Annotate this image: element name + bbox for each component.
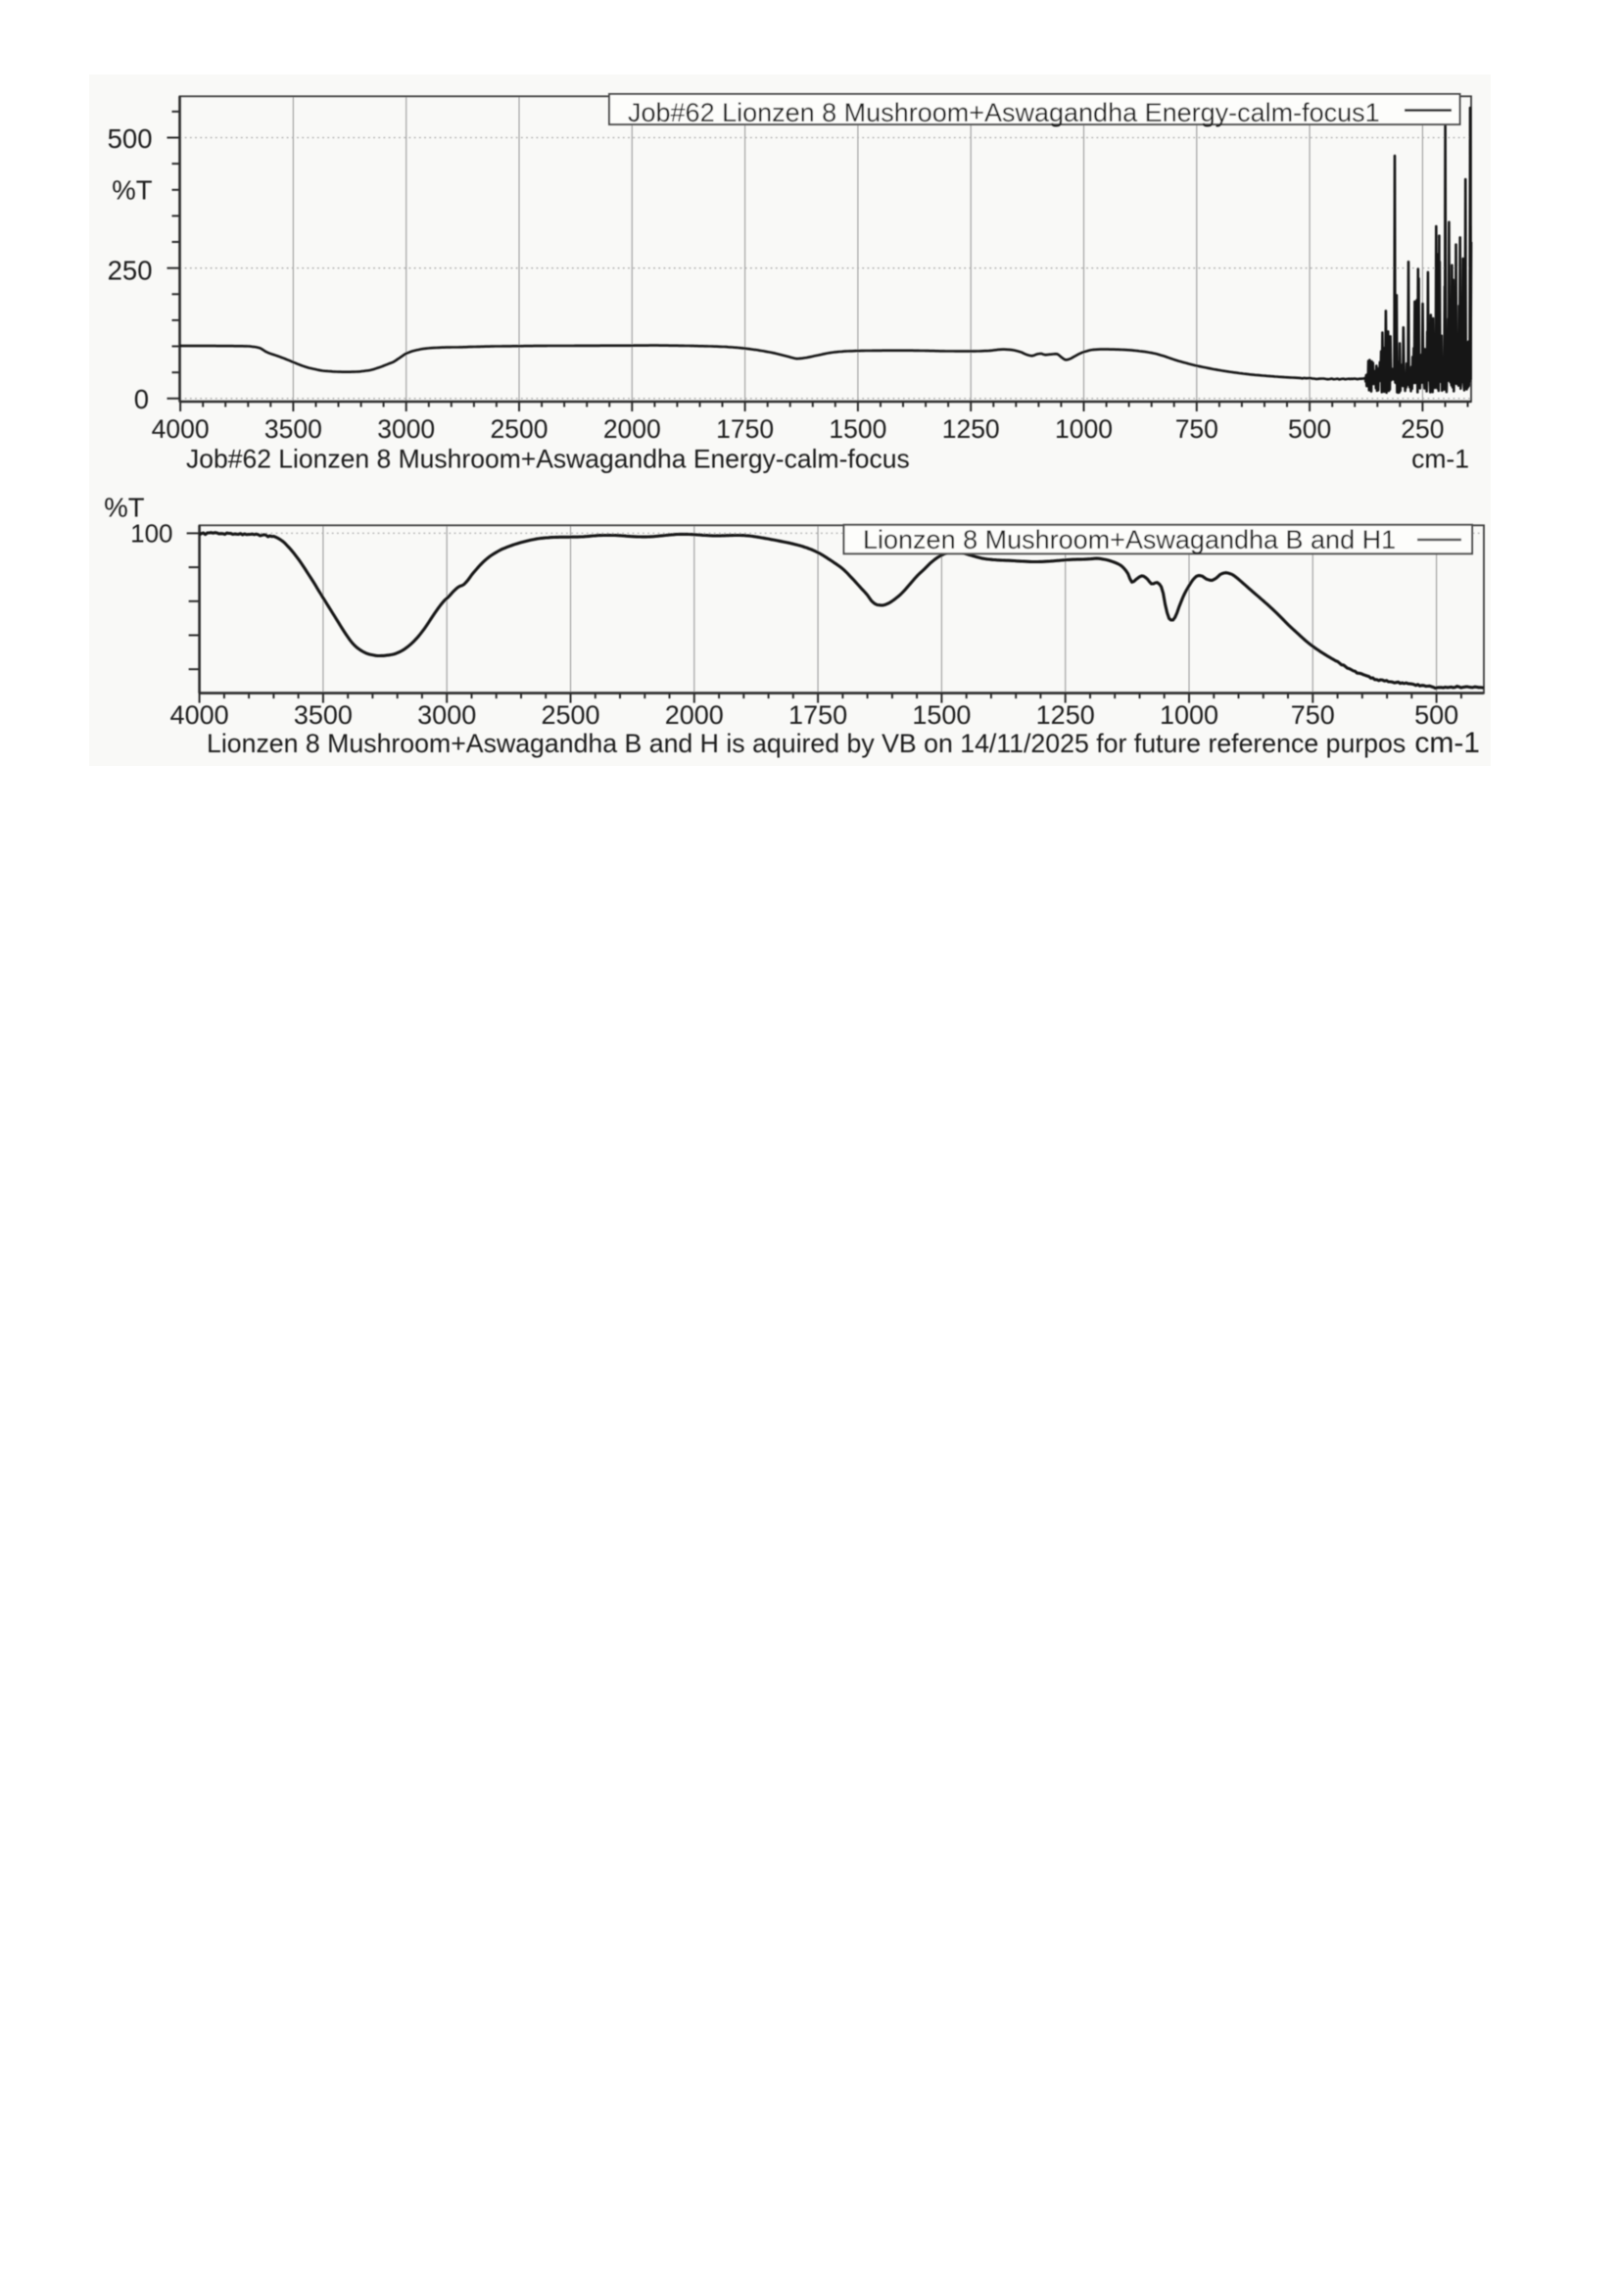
svg-text:100: 100 [130, 519, 172, 549]
svg-text:2000: 2000 [603, 414, 661, 444]
svg-text:Lionzen 8 Mushroom+Aswagandha: Lionzen 8 Mushroom+Aswagandha B and H is… [207, 729, 1406, 758]
svg-text:2000: 2000 [665, 700, 724, 730]
svg-text:3000: 3000 [377, 414, 435, 444]
svg-text:4000: 4000 [152, 414, 210, 444]
svg-text:cm-1: cm-1 [1411, 445, 1469, 474]
svg-text:1250: 1250 [1036, 700, 1095, 730]
svg-text:1500: 1500 [829, 414, 886, 444]
svg-text:3500: 3500 [294, 700, 353, 730]
svg-text:Job#62 Lionzen 8 Mushroom+Aswa: Job#62 Lionzen 8 Mushroom+Aswagandha Ene… [628, 98, 1380, 127]
svg-text:750: 750 [1175, 414, 1218, 444]
svg-text:cm-1: cm-1 [1414, 727, 1480, 759]
svg-text:3000: 3000 [417, 700, 476, 730]
svg-text:4000: 4000 [170, 700, 229, 730]
svg-text:500: 500 [1414, 700, 1458, 730]
svg-text:500: 500 [108, 123, 153, 154]
svg-text:250: 250 [1401, 414, 1444, 444]
svg-text:2500: 2500 [541, 700, 599, 730]
svg-text:500: 500 [1288, 414, 1331, 444]
svg-text:1500: 1500 [912, 700, 971, 730]
svg-text:1750: 1750 [716, 414, 774, 444]
svg-text:2500: 2500 [491, 414, 548, 444]
svg-text:Lionzen 8 Mushroom+Aswagandha: Lionzen 8 Mushroom+Aswagandha B and H1 [863, 525, 1396, 554]
svg-text:1000: 1000 [1160, 700, 1218, 730]
svg-text:1000: 1000 [1055, 414, 1113, 444]
svg-text:3500: 3500 [264, 414, 322, 444]
svg-text:1250: 1250 [942, 414, 1000, 444]
svg-text:250: 250 [108, 256, 153, 286]
svg-text:0: 0 [134, 384, 149, 414]
svg-text:%T: %T [112, 175, 152, 206]
svg-text:Job#62 Lionzen 8 Mushroom+Aswa: Job#62 Lionzen 8 Mushroom+Aswagandha Ene… [186, 445, 910, 474]
svg-text:%T: %T [104, 493, 144, 523]
svg-text:1750: 1750 [788, 700, 847, 730]
svg-text:750: 750 [1291, 700, 1335, 730]
